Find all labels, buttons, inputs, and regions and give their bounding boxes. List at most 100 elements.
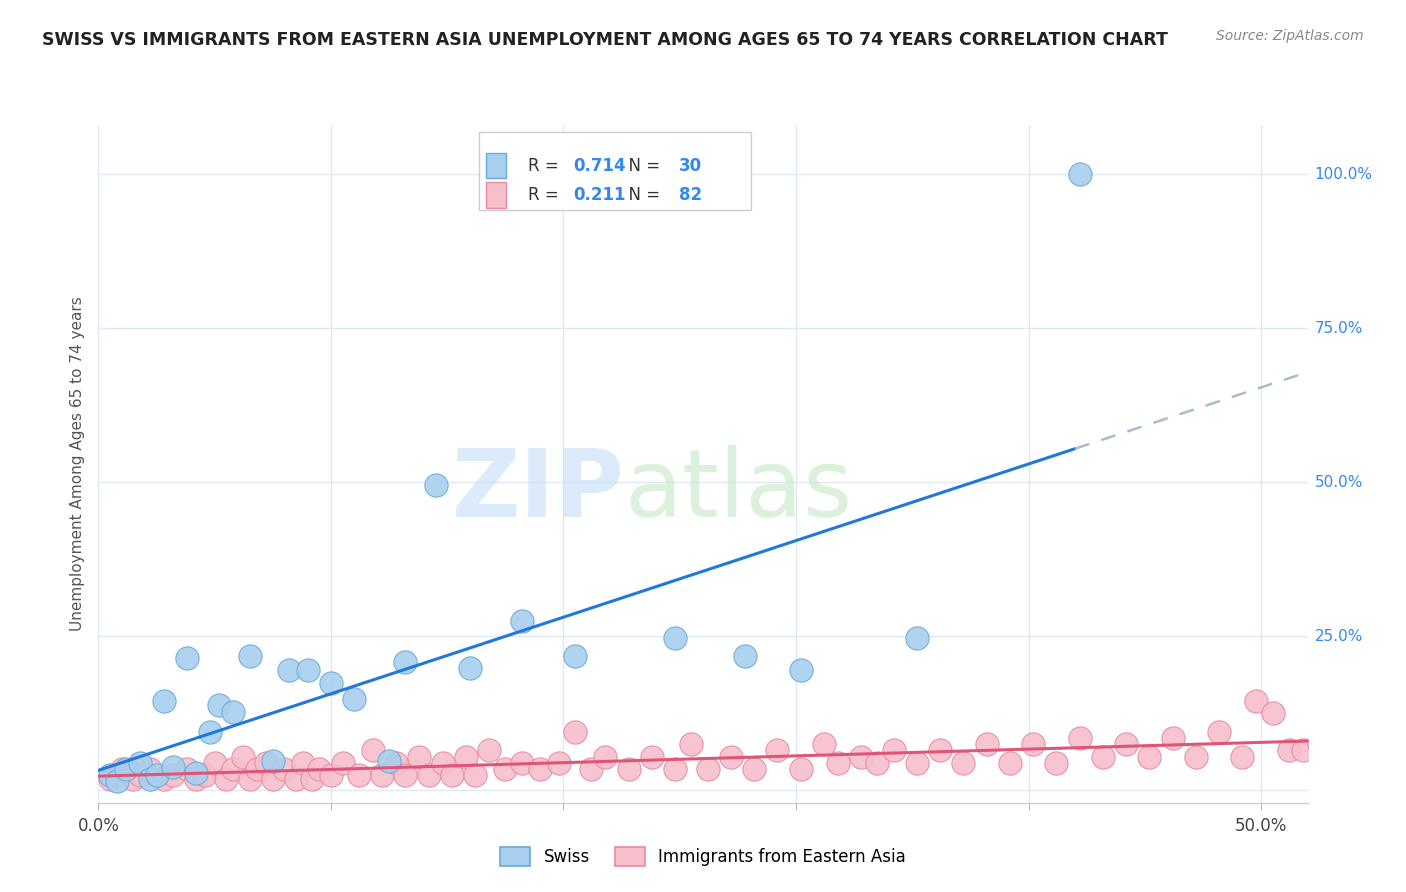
Point xyxy=(460,661,482,675)
Text: R =: R = xyxy=(527,186,564,203)
Text: 0.211: 0.211 xyxy=(574,186,626,203)
Point xyxy=(122,772,145,787)
Point xyxy=(245,762,267,776)
Point xyxy=(215,772,238,787)
Point xyxy=(138,762,160,776)
Text: Source: ZipAtlas.com: Source: ZipAtlas.com xyxy=(1216,29,1364,43)
Point xyxy=(813,737,835,751)
Point xyxy=(308,762,330,776)
Point xyxy=(952,756,974,770)
Point xyxy=(789,762,811,776)
Point xyxy=(827,756,849,770)
Point xyxy=(617,762,640,776)
Point xyxy=(547,756,569,770)
Point xyxy=(510,614,533,628)
Point xyxy=(297,663,319,677)
Point xyxy=(204,756,226,770)
Point xyxy=(664,762,686,776)
Point xyxy=(766,743,789,757)
Point xyxy=(1022,737,1045,751)
Point xyxy=(1069,167,1091,181)
Point xyxy=(432,756,454,770)
Point xyxy=(454,749,477,764)
Point xyxy=(581,762,603,776)
Point xyxy=(418,768,440,782)
Y-axis label: Unemployment Among Ages 65 to 74 years: Unemployment Among Ages 65 to 74 years xyxy=(70,296,86,632)
Point xyxy=(176,762,198,776)
Point xyxy=(343,692,366,706)
Point xyxy=(371,768,394,782)
Point xyxy=(138,772,160,787)
Point xyxy=(232,749,254,764)
Point xyxy=(1185,749,1208,764)
Point xyxy=(361,743,384,757)
Point xyxy=(385,756,408,770)
Point xyxy=(176,651,198,665)
Point xyxy=(378,754,401,768)
Point xyxy=(278,663,301,677)
Point xyxy=(564,649,586,664)
Point xyxy=(1139,749,1161,764)
Text: N =: N = xyxy=(619,157,665,175)
Point xyxy=(198,725,221,739)
Point xyxy=(425,478,447,492)
Point xyxy=(1045,756,1067,770)
Point xyxy=(145,768,167,782)
Point xyxy=(595,749,617,764)
Point xyxy=(105,774,128,789)
Text: 100.0%: 100.0% xyxy=(1315,167,1372,182)
Point xyxy=(152,694,174,708)
Text: ZIP: ZIP xyxy=(451,445,624,537)
Point xyxy=(1115,737,1137,751)
Point xyxy=(347,768,370,782)
Point xyxy=(1278,743,1301,757)
Point xyxy=(742,762,765,776)
Text: 30: 30 xyxy=(679,157,702,175)
Point xyxy=(905,631,928,645)
Point xyxy=(564,725,586,739)
Point xyxy=(1069,731,1091,745)
Point xyxy=(641,749,664,764)
Point xyxy=(529,762,551,776)
Legend: Swiss, Immigrants from Eastern Asia: Swiss, Immigrants from Eastern Asia xyxy=(494,840,912,872)
Point xyxy=(1232,749,1254,764)
Point xyxy=(194,768,217,782)
Point xyxy=(464,768,486,782)
Point xyxy=(1378,725,1400,739)
FancyBboxPatch shape xyxy=(479,132,751,210)
Text: SWISS VS IMMIGRANTS FROM EASTERN ASIA UNEMPLOYMENT AMONG AGES 65 TO 74 YEARS COR: SWISS VS IMMIGRANTS FROM EASTERN ASIA UN… xyxy=(42,31,1168,49)
Point xyxy=(1261,706,1284,721)
Point xyxy=(184,766,207,780)
Point xyxy=(976,737,998,751)
Point xyxy=(104,768,127,782)
Text: atlas: atlas xyxy=(624,445,852,537)
Point xyxy=(734,649,756,664)
Point xyxy=(720,749,742,764)
Text: 82: 82 xyxy=(679,186,702,203)
Point xyxy=(1347,731,1369,745)
Point xyxy=(1161,731,1184,745)
Point xyxy=(1208,725,1230,739)
Point xyxy=(162,768,184,782)
Point xyxy=(208,698,231,713)
Text: N =: N = xyxy=(619,186,665,203)
Point xyxy=(849,749,872,764)
Point xyxy=(262,772,284,787)
Text: R =: R = xyxy=(527,157,564,175)
Point xyxy=(789,663,811,677)
Point xyxy=(98,768,121,782)
Point xyxy=(254,756,277,770)
Point xyxy=(696,762,718,776)
Text: 50.0%: 50.0% xyxy=(1315,475,1362,490)
Point xyxy=(494,762,516,776)
Point xyxy=(285,772,308,787)
Point xyxy=(394,768,416,782)
Point xyxy=(408,749,430,764)
Point xyxy=(332,756,354,770)
Text: 0.714: 0.714 xyxy=(574,157,626,175)
Point xyxy=(1308,737,1330,751)
Point xyxy=(239,649,262,664)
Point xyxy=(440,768,463,782)
Point xyxy=(115,762,138,776)
Point xyxy=(152,772,174,787)
